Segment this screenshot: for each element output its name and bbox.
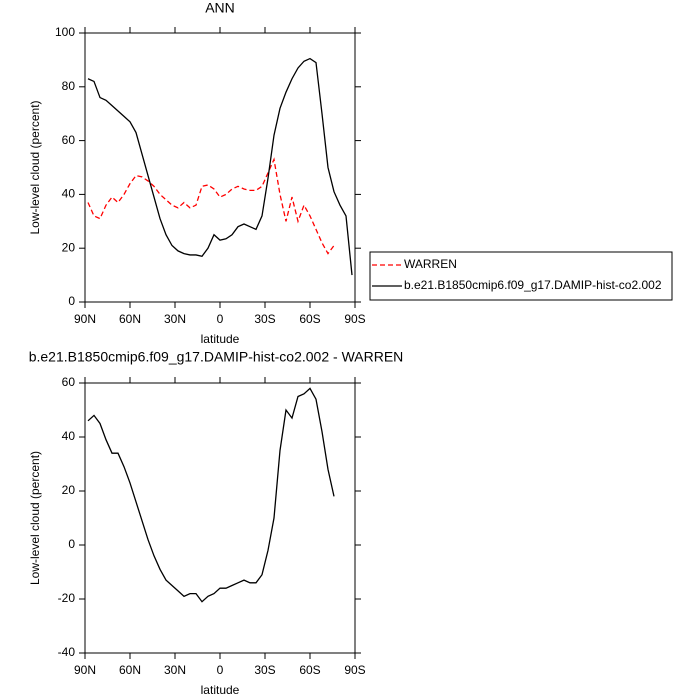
x-tick-label: 90S (344, 312, 365, 326)
plot-frame (84, 382, 356, 654)
x-tick-label: 30N (164, 663, 186, 677)
x-axis-label: latitude (201, 683, 240, 697)
y-tick-label: 100 (55, 25, 75, 39)
y-axis-label: Low-level cloud (percent) (28, 100, 42, 234)
y-axis-label: Low-level cloud (percent) (28, 451, 42, 585)
x-tick-label: 90S (344, 663, 365, 677)
x-tick-label: 30N (164, 312, 186, 326)
chart-title: b.e21.B1850cmip6.f09_g17.DAMIP-hist-co2.… (29, 349, 404, 365)
y-tick-label: 20 (62, 483, 76, 497)
x-axis-label: latitude (201, 332, 240, 346)
data-line (87, 387, 335, 603)
legend-box (369, 251, 673, 301)
x-tick-label: 60N (119, 663, 141, 677)
x-tick-label: 30S (254, 312, 275, 326)
x-tick-label: 90N (74, 663, 96, 677)
y-tick-label: 60 (62, 375, 76, 389)
y-tick-label: 80 (62, 79, 76, 93)
chart-title: ANN (205, 0, 235, 16)
data-line (87, 157, 335, 255)
legend-label: WARREN (404, 257, 457, 271)
y-tick-label: 60 (62, 133, 76, 147)
y-tick-label: -40 (58, 645, 76, 659)
x-tick-label: 60S (299, 312, 320, 326)
y-tick-label: 0 (68, 294, 75, 308)
y-tick-label: 40 (62, 429, 76, 443)
y-tick-label: 20 (62, 240, 76, 254)
y-tick-label: -20 (58, 591, 76, 605)
legend-label: b.e21.B1850cmip6.f09_g17.DAMIP-hist-co2.… (404, 278, 662, 292)
x-tick-label: 0 (217, 312, 224, 326)
x-tick-label: 60N (119, 312, 141, 326)
x-tick-label: 90N (74, 312, 96, 326)
plot-frame (84, 32, 356, 303)
y-tick-label: 0 (68, 537, 75, 551)
x-tick-label: 30S (254, 663, 275, 677)
y-tick-label: 40 (62, 187, 76, 201)
x-tick-label: 0 (217, 663, 224, 677)
x-tick-label: 60S (299, 663, 320, 677)
data-line (87, 57, 353, 276)
